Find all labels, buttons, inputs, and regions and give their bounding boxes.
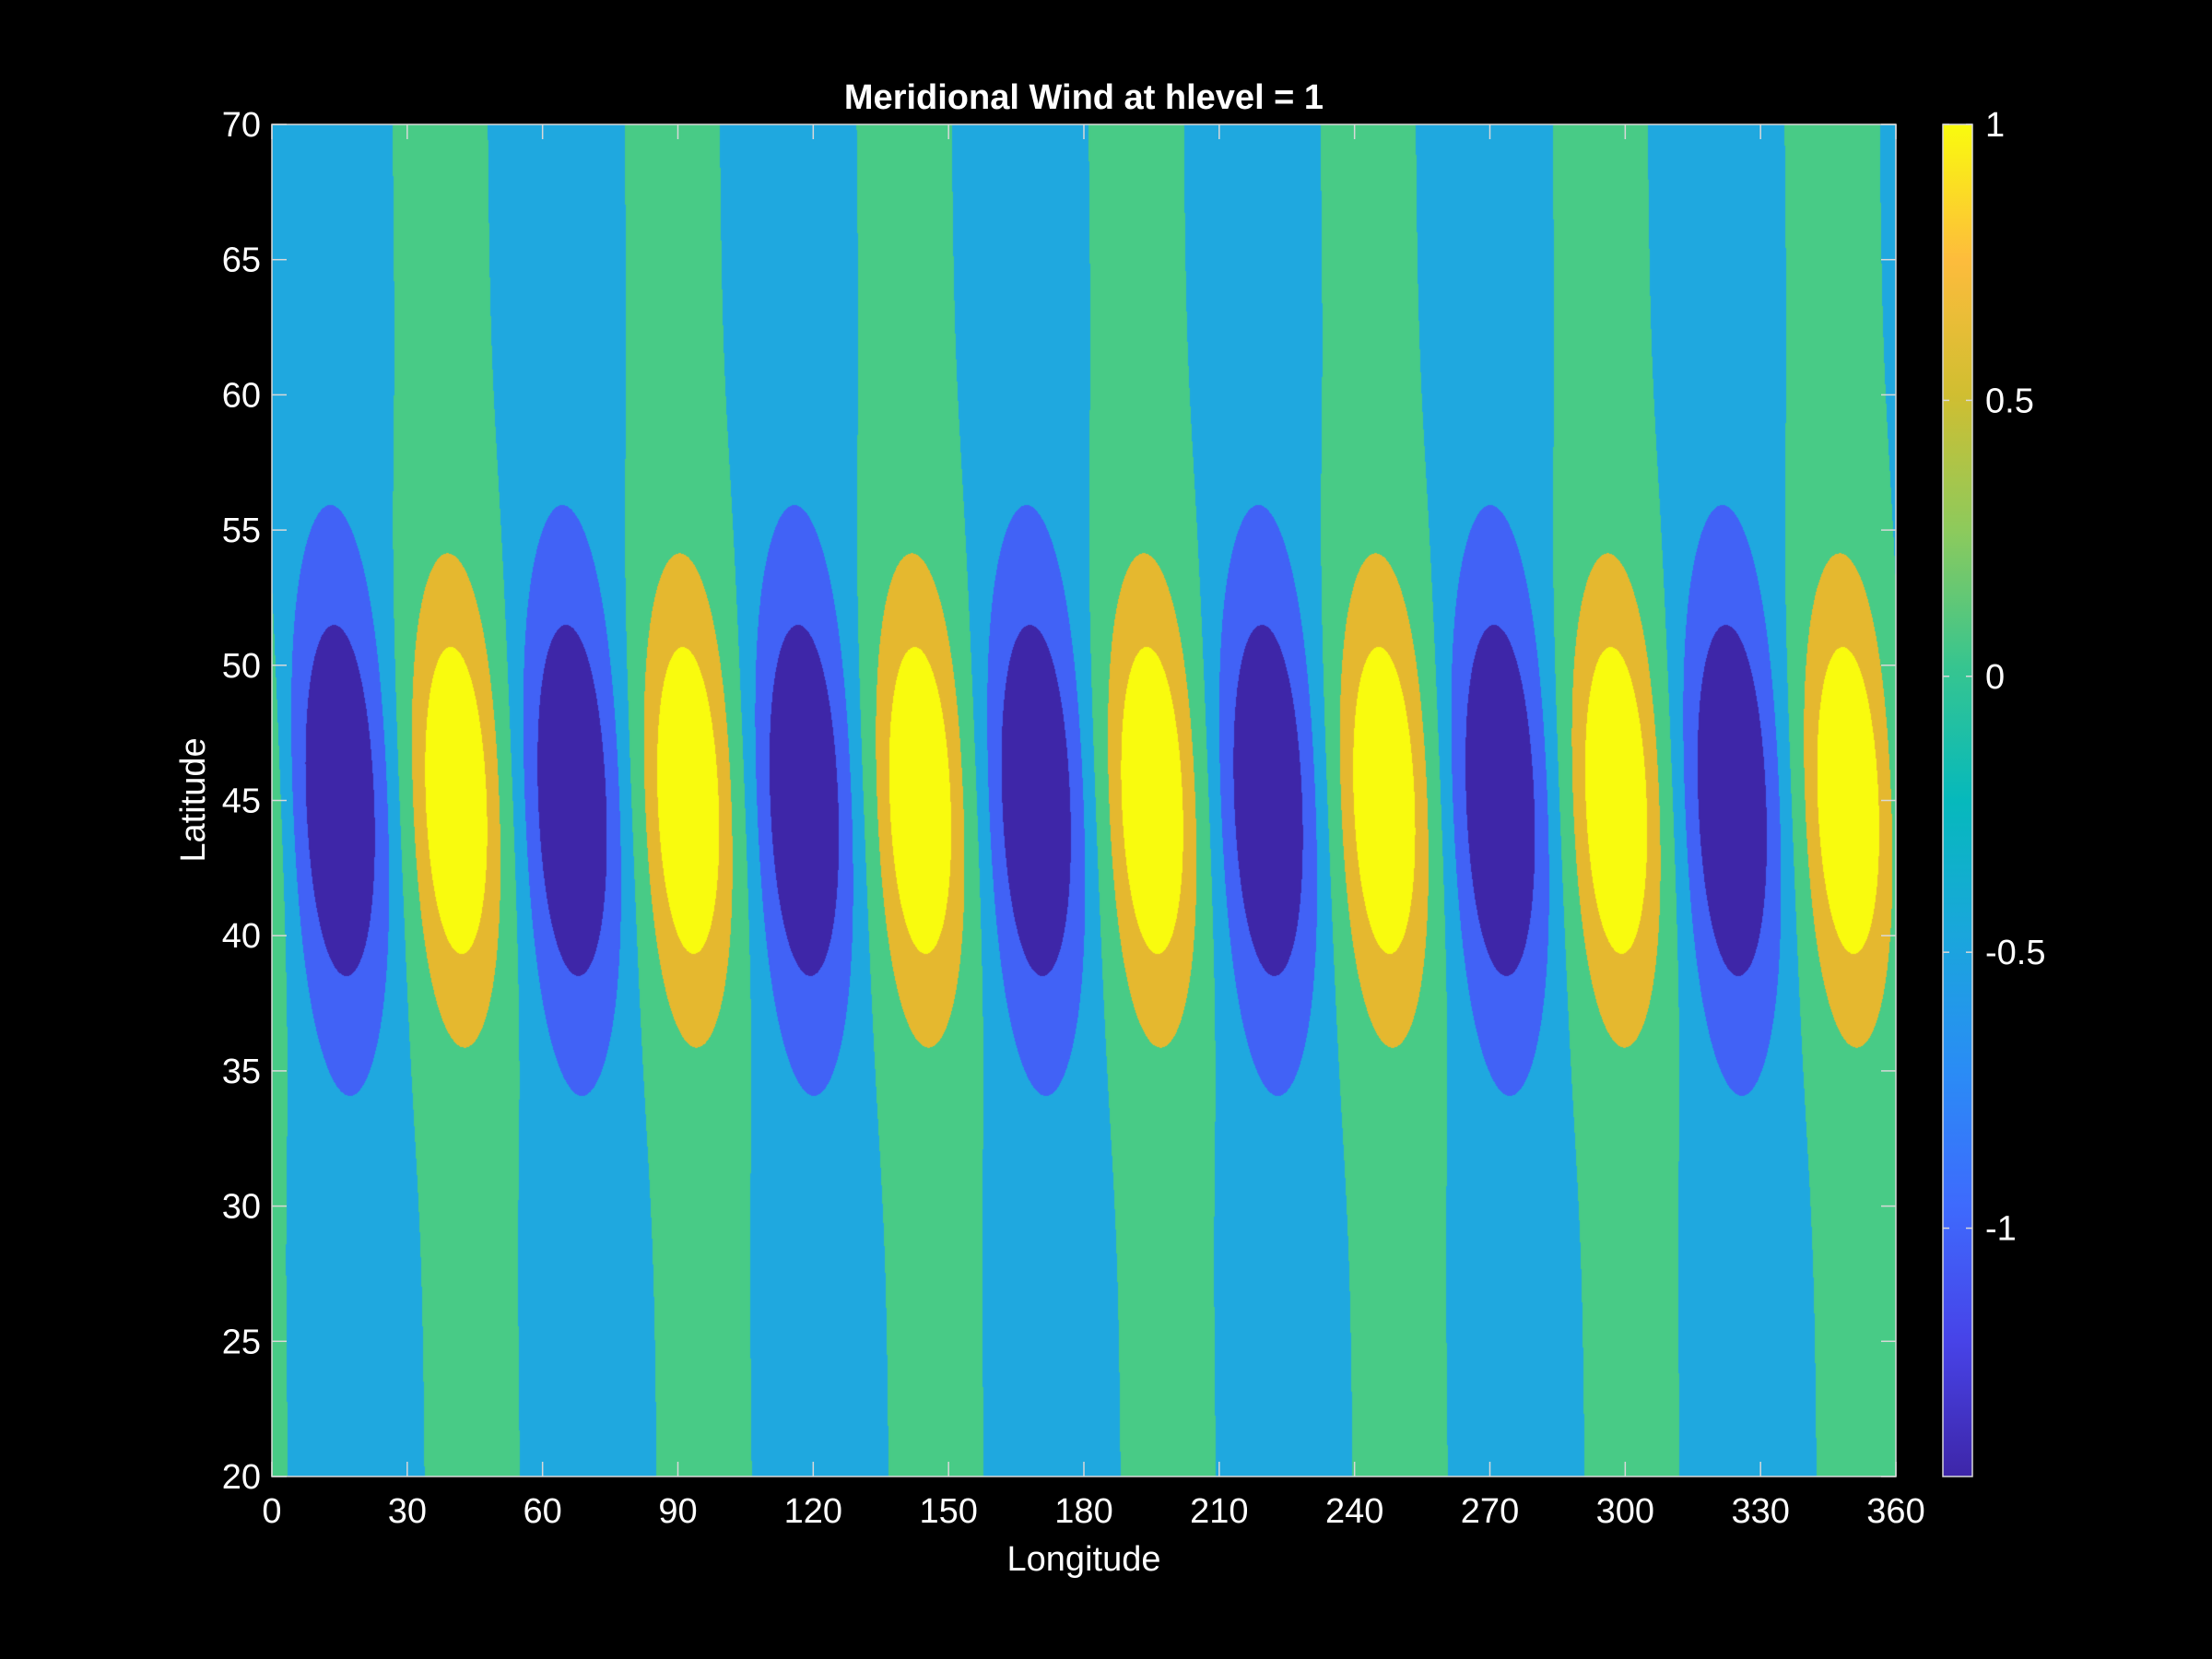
x-tick-label: 240: [1325, 1492, 1383, 1531]
x-tick-label: 0: [262, 1492, 281, 1531]
y-ticks: 20 25 30 35 40 45 50 55 60 65 70: [222, 106, 1896, 1497]
y-tick-label: 50: [222, 647, 261, 686]
x-tick-label: 150: [919, 1492, 977, 1531]
x-tick-label: 360: [1866, 1492, 1924, 1531]
x-tick-label: 330: [1731, 1492, 1789, 1531]
y-tick-label: 45: [222, 782, 261, 821]
x-axis-label: Longitude: [1007, 1540, 1161, 1579]
y-tick-label: 55: [222, 512, 261, 550]
y-tick-label: 30: [222, 1188, 261, 1227]
y-tick-label: 20: [222, 1458, 261, 1497]
x-tick-label: 180: [1054, 1492, 1112, 1531]
y-tick-label: 40: [222, 917, 261, 956]
x-tick-label: 210: [1190, 1492, 1248, 1531]
x-tick-label: 60: [524, 1492, 562, 1531]
x-tick-label: 30: [388, 1492, 427, 1531]
colorbar-tick-label: 1: [1985, 106, 2005, 145]
colorbar-tick-label: -0.5: [1985, 934, 2045, 972]
y-tick-label: 35: [222, 1053, 261, 1091]
x-tick-label: 300: [1596, 1492, 1654, 1531]
plot-area: 0 30 60 90 120 150 180 210 240 270 300 330 360 20 25 3…: [222, 106, 1925, 1531]
y-axis-label: Latitude: [174, 737, 213, 862]
contour-fill: [272, 124, 1896, 1477]
x-tick-label: 270: [1461, 1492, 1519, 1531]
chart-title: Meridional Wind at hlevel = 1: [844, 78, 1324, 117]
colorbar: 1 0.5 0 -0.5 -1: [1942, 106, 2045, 1477]
y-tick-label: 70: [222, 106, 261, 145]
colorbar-ticks: 1 0.5 0 -0.5 -1: [1943, 106, 2045, 1249]
colorbar-tick-label: 0: [1985, 658, 2005, 697]
y-tick-label: 65: [222, 241, 261, 280]
colorbar-scale: [1942, 124, 1973, 1477]
y-tick-label: 25: [222, 1323, 261, 1361]
y-tick-label: 60: [222, 376, 261, 415]
x-tick-label: 90: [658, 1492, 697, 1531]
colorbar-tick-label: 0.5: [1985, 382, 2034, 420]
x-ticks: 0 30 60 90 120 150 180 210 240 270 300 330 360: [262, 124, 1925, 1531]
contour-raster: [272, 124, 1896, 1477]
colorbar-tick-label: -1: [1985, 1210, 2017, 1249]
x-tick-label: 120: [784, 1492, 842, 1531]
